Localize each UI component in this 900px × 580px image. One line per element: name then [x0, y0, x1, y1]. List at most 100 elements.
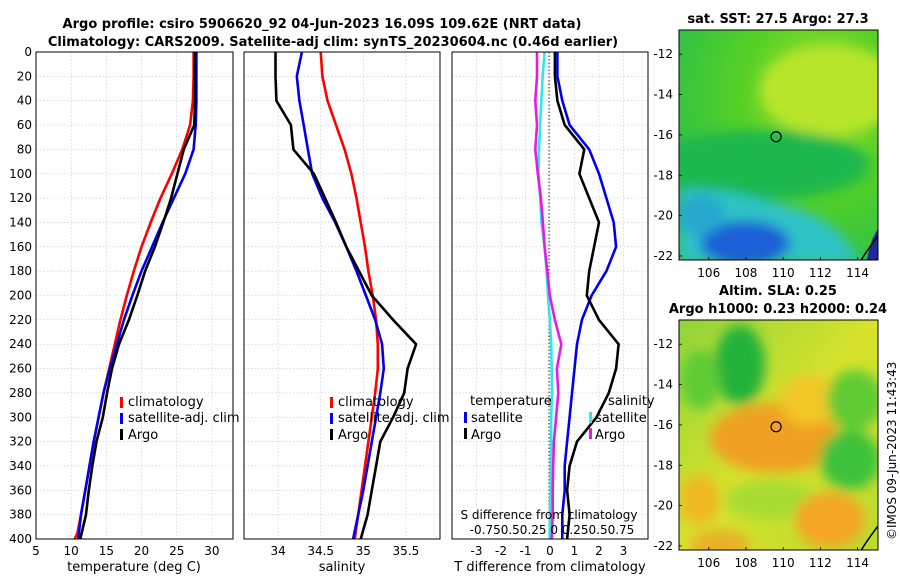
sla-map: Altim. SLA: 0.25 Argo h1000: 0.23 h2000:…: [653, 284, 887, 570]
depth-tick-label: 180: [9, 264, 32, 278]
depth-tick-label: 120: [9, 191, 32, 205]
depth-tick-label: 400: [9, 532, 32, 546]
sst-map-field: [679, 30, 878, 260]
legend-label-t-argo: Argo: [471, 428, 501, 443]
depth-tick-label: 380: [9, 508, 32, 522]
temperature-xlabel: temperature (deg C): [67, 560, 201, 575]
lon-tick-label: 108: [735, 266, 758, 280]
lat-tick-label: -18: [653, 168, 673, 182]
sst-lat-ticks: -12 -14 -16 -18 -20 -22: [653, 47, 682, 263]
temperature-tick-labels: 5 10 15 20 25 30: [32, 544, 219, 558]
depth-tick-label: 80: [17, 142, 32, 156]
legend-header-salinity: salinity: [608, 394, 655, 409]
salinity-xlabel: salinity: [319, 560, 366, 575]
x-tick-label: 35.5: [393, 544, 420, 558]
legend-swatch-satellite: [120, 413, 123, 424]
lat-tick-label: -18: [653, 458, 673, 472]
difference-axes-frame: [451, 51, 649, 540]
series-line-t-satellite: [556, 52, 618, 539]
depth-tick-label: 20: [17, 69, 32, 83]
depth-tick-label: 60: [17, 118, 32, 132]
lon-tick-label: 106: [697, 556, 720, 570]
x-tick-label: 3: [620, 544, 628, 558]
legend-label-satellite: satellite-adj. clim: [128, 411, 240, 426]
sla-map-subtitle: Argo h1000: 0.23 h2000: 0.24: [669, 302, 887, 317]
lon-tick-label: 112: [809, 556, 832, 570]
lat-tick-label: -16: [653, 128, 673, 142]
imos-watermark: ©IMOS 09-Jun-2023 11:43:43: [885, 362, 899, 540]
legend-swatch-climatology: [120, 397, 123, 408]
lon-tick-label: 110: [772, 556, 795, 570]
depth-tick-label: 100: [9, 167, 32, 181]
s-difference-ticks: -0.750.50.25 0 0.250.50.75: [470, 523, 635, 537]
legend-swatch-climatology: [330, 397, 333, 408]
x-tick-label: 30: [204, 544, 219, 558]
lon-tick-label: 108: [735, 556, 758, 570]
legend-swatch-argo: [120, 429, 123, 440]
lat-tick-label: -14: [653, 378, 673, 392]
salinity-axes-frame: [243, 51, 441, 540]
lon-tick-label: 110: [772, 266, 795, 280]
lat-tick-label: -16: [653, 418, 673, 432]
salinity-panel: 34 34.5 35 35.5 salinity climatology satell…: [243, 51, 450, 575]
legend-label-t-satellite: satellite: [471, 411, 523, 426]
lat-tick-label: -14: [653, 88, 673, 102]
legend-label-argo: Argo: [338, 428, 368, 443]
lat-tick-label: -22: [653, 539, 673, 553]
sla-lat-ticks: -12 -14 -16 -18 -20 -22: [653, 337, 682, 553]
legend-label-s-argo: Argo: [595, 428, 625, 443]
salinity-lines: [274, 51, 418, 540]
x-tick-label: -2: [495, 544, 507, 558]
legend-swatch-satellite: [330, 413, 333, 424]
x-tick-label: -3: [471, 544, 483, 558]
legend-swatch-t-satellite: [464, 412, 467, 423]
legend-header-temperature: temperature: [470, 394, 552, 409]
sla-map-title: Altim. SLA: 0.25: [719, 284, 837, 299]
legend-label-climatology: climatology: [128, 395, 204, 410]
salinity-legend: climatology satellite-adj. clim Argo: [330, 395, 450, 443]
depth-tick-label: 220: [9, 313, 32, 327]
lat-tick-label: -12: [653, 47, 673, 61]
figure-title-line2: Climatology: CARS2009. Satellite-adj cli…: [48, 35, 618, 50]
series-line-argo: [79, 52, 197, 540]
x-tick-label: -1: [520, 544, 532, 558]
depth-tick-label: 260: [9, 362, 32, 376]
sst-map-title: sat. SST: 27.5 Argo: 27.3: [687, 12, 868, 27]
depth-tick-label: 320: [9, 435, 32, 449]
series-line-s-satellite: [537, 51, 554, 540]
sla-map-frame: [678, 319, 879, 551]
difference-tick-labels: -3 -2 -1 0 1 2 3: [471, 544, 628, 558]
figure-title-line1: Argo profile: csiro 5906620_92 04-Jun-20…: [63, 17, 582, 32]
series-line-satellite-adj-clim: [295, 51, 386, 540]
x-tick-label: 25: [169, 544, 184, 558]
depth-tick-label: 300: [9, 410, 32, 424]
depth-tick-label: 360: [9, 483, 32, 497]
legend-label-climatology: climatology: [338, 395, 414, 410]
depth-tick-label: 140: [9, 215, 32, 229]
depth-tick-label: 40: [17, 94, 32, 108]
lat-tick-label: -20: [653, 209, 673, 223]
depth-tick-label: 240: [9, 337, 32, 351]
lon-tick-label: 106: [697, 266, 720, 280]
depth-tick-label: 160: [9, 240, 32, 254]
x-tick-label: 5: [32, 544, 40, 558]
salinity-tick-labels: 34 34.5 35 35.5: [270, 544, 419, 558]
x-tick-label: 20: [134, 544, 149, 558]
lon-tick-label: 114: [846, 266, 869, 280]
x-tick-label: 34: [270, 544, 285, 558]
legend-label-satellite: satellite-adj. clim: [338, 411, 450, 426]
legend-swatch-s-satellite: [589, 412, 592, 423]
temperature-legend: climatology satellite-adj. clim Argo: [120, 395, 240, 443]
x-tick-label: 2: [595, 544, 603, 558]
depth-tick-labels: 0 20 40 60 80 100 120 140 160 180 200 220 240 260 280 3…: [9, 45, 32, 546]
sst-map: sat. SST: 27.5 Argo: 27.3 -12 -14 -16 -18 -2…: [653, 12, 879, 280]
lon-tick-label: 114: [846, 556, 869, 570]
argo-location-marker: [770, 131, 782, 143]
legend-swatch-s-argo: [589, 428, 592, 439]
depth-tick-label: 340: [9, 459, 32, 473]
x-tick-label: 0: [546, 544, 554, 558]
series-line-s-argo: [533, 52, 563, 540]
sla-map-field: [679, 320, 878, 550]
difference-legend: temperature satellite Argo salinity sate…: [464, 394, 655, 443]
lat-tick-label: -12: [653, 337, 673, 351]
